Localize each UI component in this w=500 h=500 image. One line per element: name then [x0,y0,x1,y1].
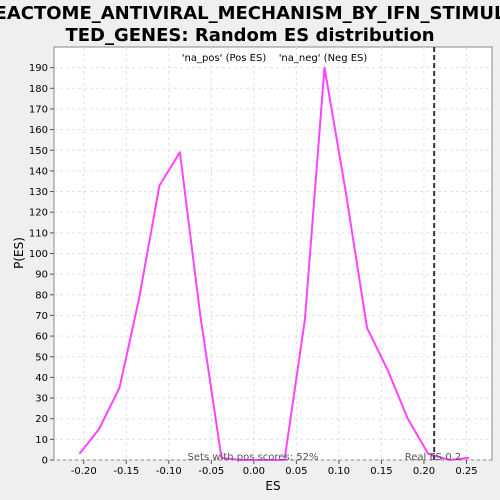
y-tick-label: 70 [35,311,48,322]
x-axis-ticks: -0.20 -0.15 -0.10 -0.05 0.00 0.05 0.10 0.15 0.20… [71,460,478,477]
y-tick-label: 150 [29,146,48,157]
x-tick-label: 0.05 [285,466,307,477]
y-tick-label: 160 [29,125,48,136]
legend-neg: 'na_neg' (Neg ES) [279,53,368,64]
legend-pos: 'na_pos' (Pos ES) [182,53,267,64]
x-tick-label: -0.20 [71,466,97,477]
y-tick-label: 30 [35,394,48,405]
chart-title-line1: REACTOME_ANTIVIRAL_MECHANISM_BY_IFN_STIM… [0,3,500,24]
y-tick-label: 10 [35,435,48,446]
y-axis-ticks: 0 10 20 30 40 50 60 70 80 90 100 110 120 130 140 150 160… [29,63,54,467]
y-tick-label: 50 [35,352,48,363]
x-tick-label: 0.10 [328,466,350,477]
gridlines [54,47,492,461]
chart-title-line2: TED_GENES: Random ES distribution [65,25,434,46]
x-tick-label: -0.05 [198,466,224,477]
x-tick-label: -0.15 [113,466,139,477]
x-tick-label: -0.10 [156,466,182,477]
y-tick-label: 120 [29,208,48,219]
pos-scores-note: Sets with pos scores: 52% [188,452,319,463]
y-tick-label: 0 [42,456,48,467]
series-group [78,66,470,461]
real-es-label: Real ES 0.2 [405,452,461,463]
y-tick-label: 90 [35,270,48,281]
y-axis-label: P(ES) [12,237,26,269]
x-axis-label: ES [265,479,280,493]
y-tick-label: 130 [29,187,48,198]
y-tick-label: 140 [29,166,48,177]
x-tick-label: 0.00 [243,466,265,477]
y-tick-label: 170 [29,104,48,115]
y-tick-label: 110 [29,228,48,239]
y-tick-label: 80 [35,290,48,301]
x-tick-label: 0.15 [370,466,392,477]
series-line [78,66,470,461]
x-tick-label: 0.20 [413,466,435,477]
y-tick-label: 40 [35,373,48,384]
y-tick-label: 60 [35,332,48,343]
x-tick-label: 0.25 [455,466,477,477]
y-tick-label: 180 [29,84,48,95]
y-tick-label: 100 [29,249,48,260]
y-tick-label: 190 [29,63,48,74]
y-tick-label: 20 [35,414,48,425]
